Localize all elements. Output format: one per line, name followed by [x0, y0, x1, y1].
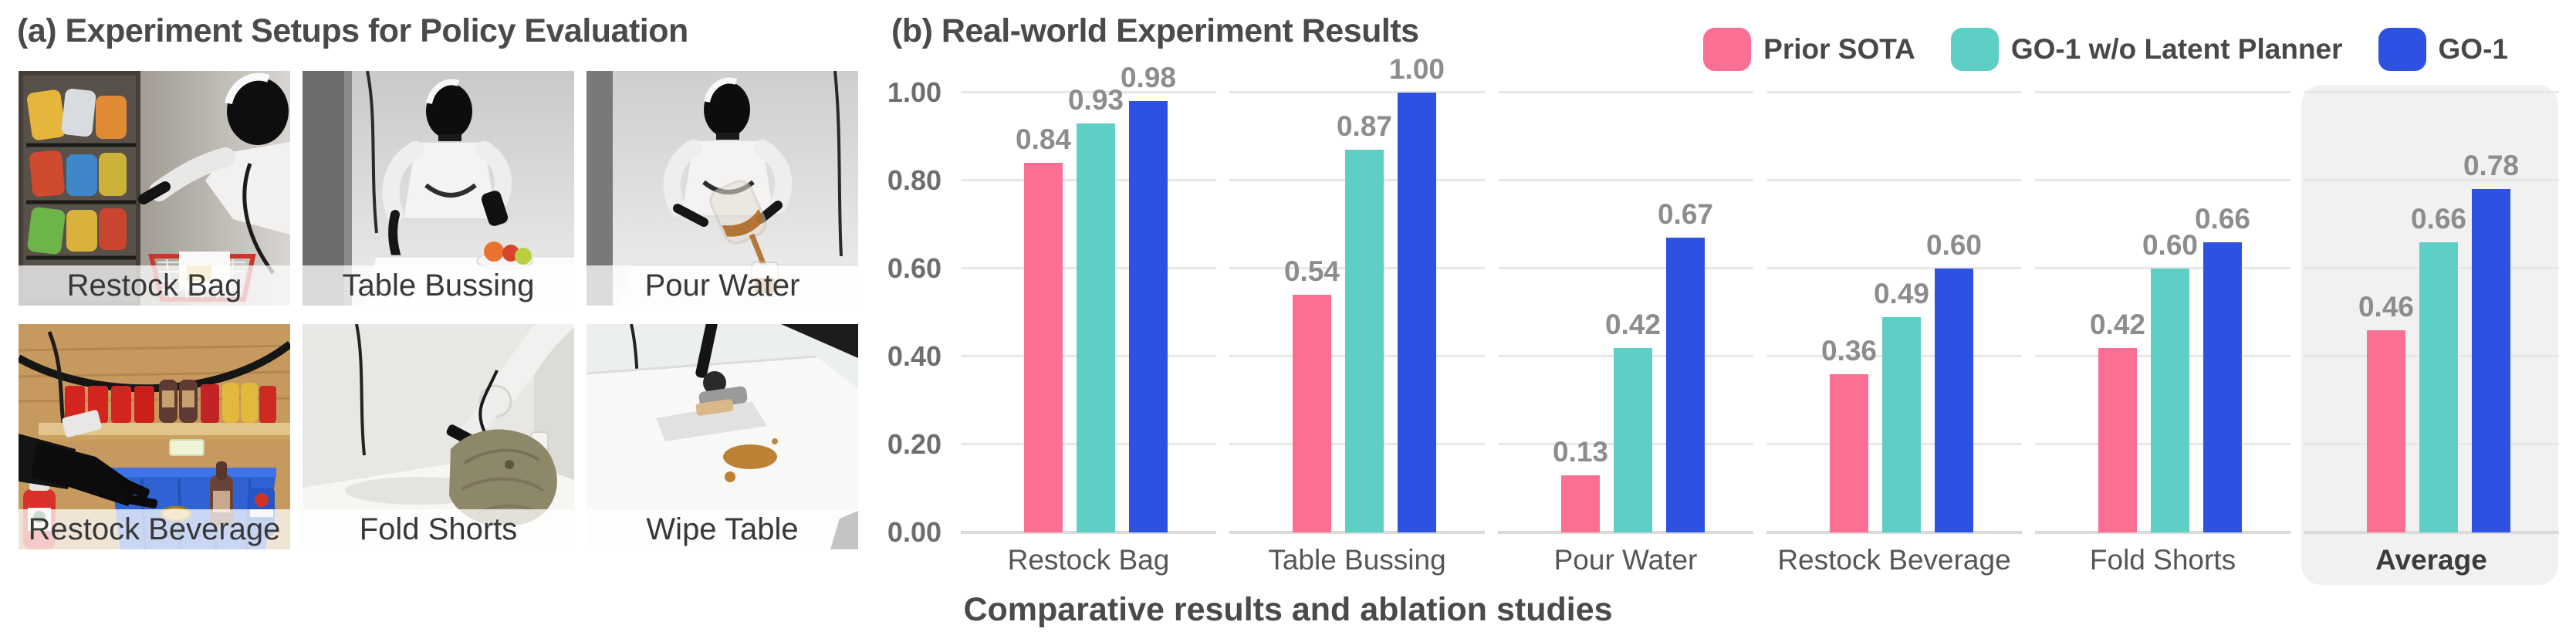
bar-value-label: 0.54	[1283, 255, 1340, 288]
photo-label-table-bussing: Table Bussing	[303, 265, 574, 306]
category-label: Restock Bag	[1007, 544, 1170, 576]
bar-value-label: 0.60	[1925, 229, 1982, 261]
legend-label: GO-1	[2438, 33, 2508, 65]
photo-label-fold-shorts: Fold Shorts	[303, 509, 574, 549]
bar-go-1-w-o-latent-planner	[1614, 347, 1652, 532]
bar-go-1	[2203, 242, 2242, 532]
photo-label-restock-bag: Restock Bag	[19, 265, 290, 306]
photo-restock-beverage: Restock Beverage	[19, 324, 290, 549]
bar-value-label: 0.66	[2194, 202, 2250, 235]
legend-label: GO-1 w/o Latent Planner	[2010, 33, 2343, 65]
y-tick-label: 0.00	[887, 516, 941, 548]
photo-fold-shorts: Fold Shorts	[303, 324, 574, 549]
panel-b-title: (b) Real-world Experiment Results	[891, 12, 1419, 49]
photo-label-wipe-table: Wipe Table	[587, 509, 858, 549]
x-axis-line	[1498, 531, 1753, 534]
bar-value-label: 0.84	[1015, 123, 1071, 156]
y-tick-label: 0.40	[887, 340, 941, 372]
gridline	[2035, 179, 2290, 181]
gridline	[1498, 267, 1753, 269]
bar-prior-sota	[1024, 163, 1063, 532]
x-axis-line	[961, 531, 1216, 534]
photo-table-bussing: Table Bussing	[303, 71, 574, 306]
category-label: Table Bussing	[1268, 544, 1446, 576]
legend-swatch-1	[1950, 28, 1999, 71]
gridline	[2304, 179, 2559, 181]
gridline	[1766, 267, 2022, 269]
figure-caption: Comparative results and ablation studies	[963, 591, 1613, 628]
bar-value-label: 0.46	[2358, 290, 2414, 323]
legend-item: Prior SOTA	[1703, 28, 1915, 71]
photo-pour-water: Pour Water	[587, 71, 858, 306]
photo-label-restock-beverage: Restock Beverage	[19, 509, 290, 549]
gridline	[961, 91, 1216, 93]
bar-go-1-w-o-latent-planner	[1077, 123, 1115, 532]
bar-value-label: 0.78	[2463, 150, 2519, 182]
gridline	[2035, 267, 2290, 269]
legend-swatch-2	[2378, 28, 2426, 71]
gridline	[1766, 179, 2022, 181]
bar-value-label: 0.42	[1604, 308, 1661, 340]
bar-go-1	[1935, 269, 1973, 532]
panel-a-title: (a) Experiment Setups for Policy Evaluat…	[17, 12, 688, 49]
chart-legend: Prior SOTA GO-1 w/o Latent Planner GO-1	[1703, 28, 2508, 71]
bar-value-label: 0.49	[1873, 277, 1929, 309]
legend-item: GO-1 w/o Latent Planner	[1950, 28, 2343, 71]
legend-label: Prior SOTA	[1763, 33, 1915, 65]
x-axis-line	[2035, 531, 2290, 534]
bar-value-label: 0.87	[1336, 110, 1392, 143]
category-label: Fold Shorts	[2089, 544, 2236, 576]
y-tick-label: 0.80	[887, 164, 941, 196]
bar-value-label: 0.93	[1067, 83, 1124, 116]
bar-prior-sota	[2098, 347, 2137, 532]
bar-go-1	[1398, 93, 1436, 532]
category-label: Restock Beverage	[1777, 544, 2011, 576]
bar-value-label: 0.60	[2142, 229, 2198, 261]
bar-value-label: 0.67	[1657, 198, 1713, 231]
bar-prior-sota	[1830, 373, 1868, 532]
bar-go-1-w-o-latent-planner	[2419, 242, 2458, 532]
photo-wipe-table: Wipe Table	[587, 324, 858, 549]
gridline	[1498, 179, 1753, 181]
category-label: Pour Water	[1553, 544, 1698, 576]
bar-value-label: 0.42	[2089, 308, 2145, 340]
photo-restock-bag: Restock Bag	[19, 71, 290, 306]
x-axis-line	[2304, 531, 2559, 534]
bar-go-1	[2472, 189, 2510, 532]
bar-value-label: 0.36	[1820, 334, 1877, 367]
bar-go-1-w-o-latent-planner	[1882, 316, 1921, 532]
gridline	[2035, 91, 2290, 93]
bar-prior-sota	[2367, 329, 2405, 532]
bar-go-1-w-o-latent-planner	[1345, 150, 1384, 532]
bar-value-label: 0.13	[1552, 435, 1608, 468]
x-axis-line	[1229, 531, 1485, 534]
legend-swatch-0	[1703, 28, 1752, 71]
bar-prior-sota	[1293, 295, 1331, 532]
x-axis-line	[1766, 531, 2022, 534]
y-tick-label: 0.20	[887, 428, 941, 460]
bar-go-1	[1666, 238, 1705, 532]
gridline	[2304, 91, 2559, 93]
bar-value-label: 0.66	[2410, 202, 2466, 235]
bar-go-1-w-o-latent-planner	[2151, 269, 2189, 532]
bar-prior-sota	[1561, 475, 1600, 532]
bar-value-label: 0.98	[1120, 62, 1176, 94]
bar-go-1	[1129, 101, 1168, 532]
gridline	[1498, 91, 1753, 93]
legend-item: GO-1	[2378, 28, 2508, 71]
y-tick-label: 1.00	[887, 76, 941, 108]
photo-label-pour-water: Pour Water	[587, 265, 858, 306]
y-tick-label: 0.60	[887, 252, 941, 284]
bar-value-label: 1.00	[1388, 53, 1445, 85]
category-label: Average	[2375, 544, 2487, 576]
gridline	[1766, 91, 2022, 93]
gridline	[1229, 91, 1485, 93]
